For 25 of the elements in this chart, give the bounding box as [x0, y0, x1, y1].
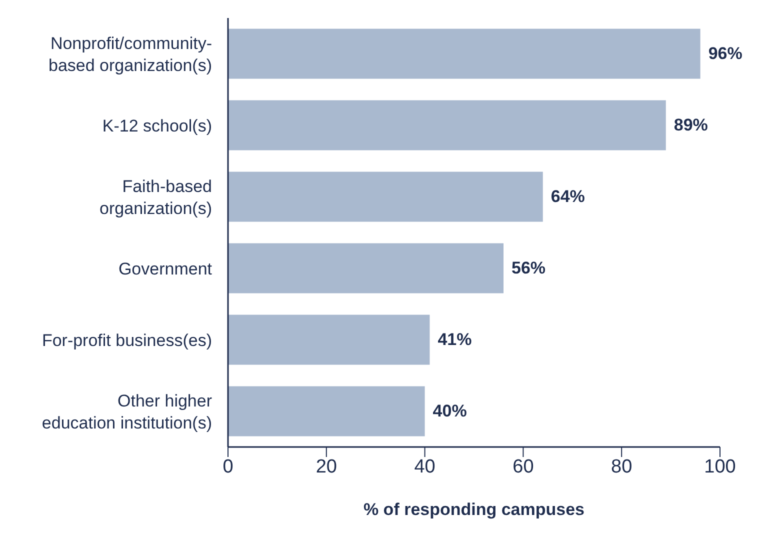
bar [228, 243, 504, 294]
y-tick-label: For-profit business(es) [42, 330, 212, 350]
y-tick-label: K-12 school(s) [102, 116, 212, 135]
bar [228, 100, 666, 150]
y-tick-label: Government [118, 258, 212, 278]
data-label: 64% [550, 187, 585, 206]
x-tick-label: 40 [414, 456, 436, 478]
x-tick-label: 80 [611, 456, 632, 478]
data-label: 41% [438, 330, 472, 350]
y-tick-label: Nonprofit/community- based organization(s) [48, 33, 212, 74]
data-label: 56% [512, 258, 546, 278]
x-tick-label: 60 [512, 456, 534, 478]
bar [228, 314, 430, 365]
y-tick-label: Other higher education institution(s) [42, 390, 212, 432]
bar [228, 386, 425, 436]
x-tick-label: 0 [222, 456, 234, 478]
bar [228, 172, 543, 222]
data-label: 89% [674, 116, 708, 135]
data-label: 96% [708, 44, 742, 64]
x-axis-title: % of responding campuses [363, 500, 585, 519]
data-label: 40% [432, 402, 467, 421]
x-tick-label: 100 [704, 456, 736, 478]
x-tick-label: 20 [316, 456, 337, 478]
bar [228, 28, 700, 79]
y-tick-label: Faith-based organization(s) [100, 176, 212, 218]
